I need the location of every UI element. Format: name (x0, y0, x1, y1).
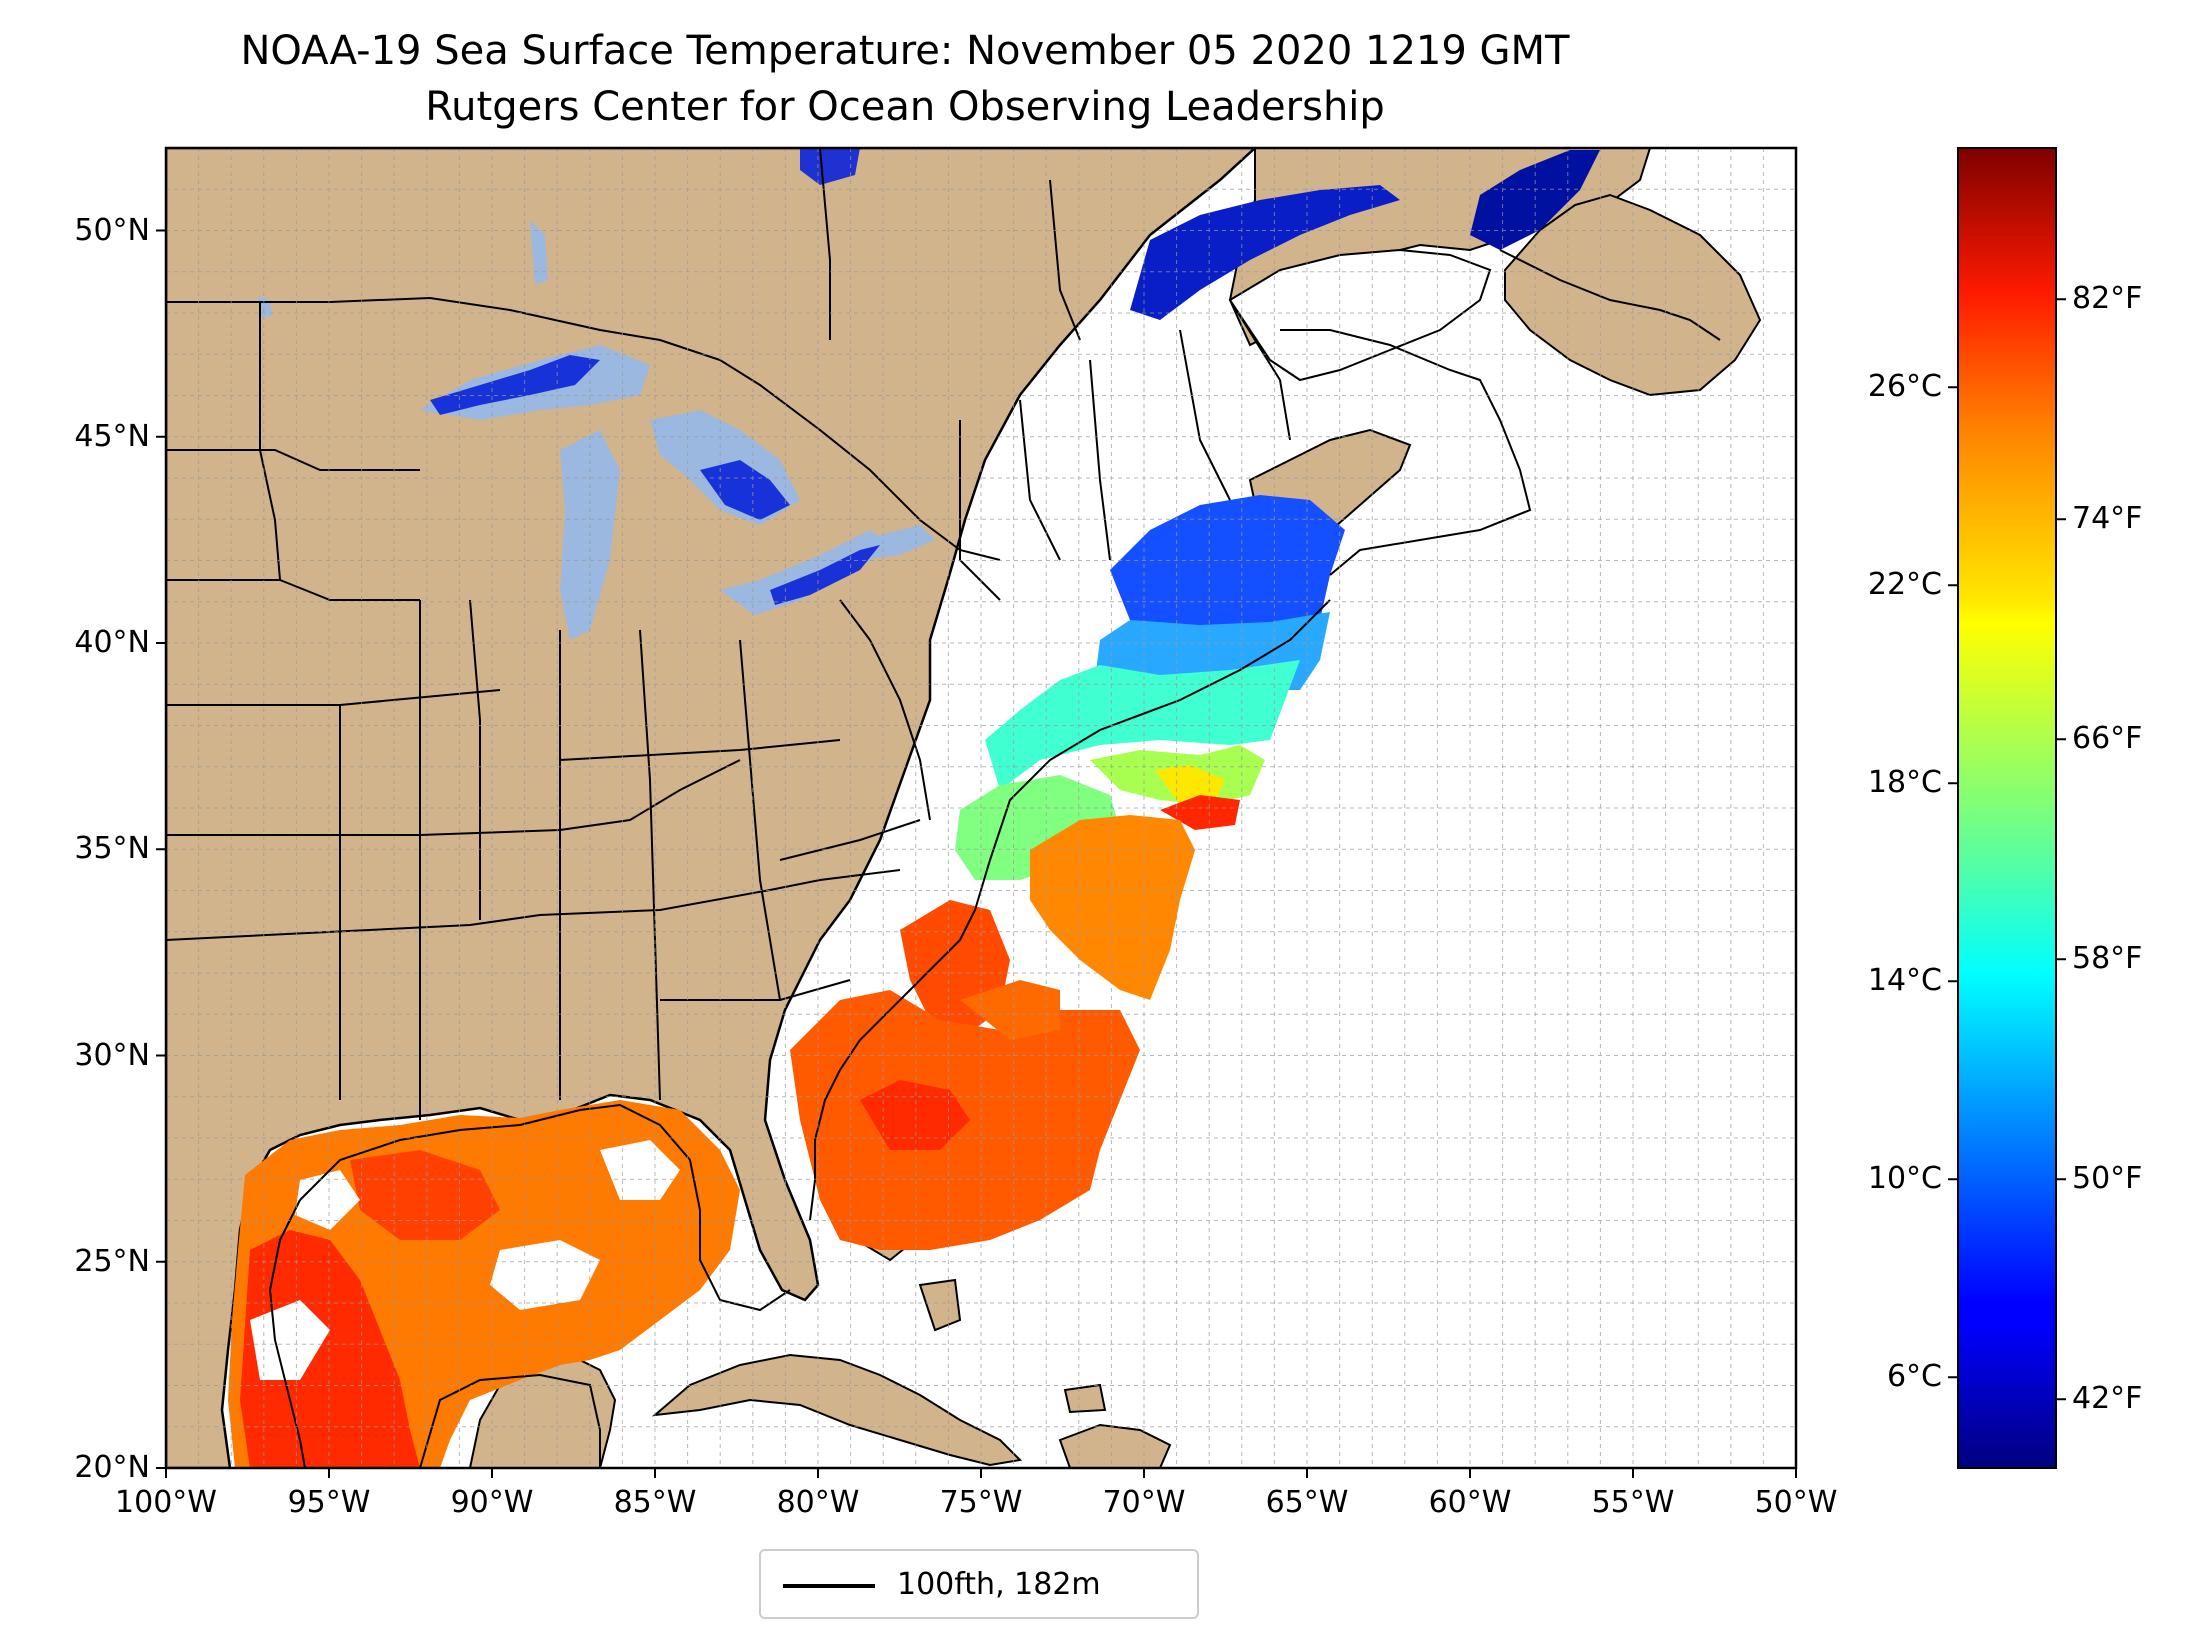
colorbar-f-label: 82°F (2072, 281, 2143, 317)
map-gridlines (166, 148, 1796, 1468)
map-legend: 100fth, 182m (759, 1549, 1199, 1619)
colorbar-c-label: 26°C (1867, 369, 1942, 405)
colorbar-c-label: 14°C (1867, 963, 1942, 999)
lon-tick-label: 55°W (1591, 1485, 1675, 1520)
lon-tick-label: 75°W (939, 1485, 1023, 1520)
lat-tick-label: 40°N (74, 625, 150, 660)
lon-tick-label: 70°W (1102, 1485, 1186, 1520)
lon-tick-label: 90°W (450, 1485, 534, 1520)
map-title: NOAA-19 Sea Surface Temperature: Novembe… (240, 28, 1570, 74)
colorbar (1957, 147, 2057, 1469)
lon-tick-label: 85°W (613, 1485, 697, 1520)
land-hispaniola (1058, 1423, 1172, 1468)
colorbar-f-label: 58°F (2072, 941, 2143, 977)
colorbar-f-label: 42°F (2072, 1381, 2143, 1417)
lon-tick-label: 65°W (1265, 1485, 1349, 1520)
lat-tick-label: 25°N (74, 1243, 150, 1279)
map-subtitle: Rutgers Center for Ocean Observing Leade… (425, 84, 1385, 130)
colorbar-f-label: 66°F (2072, 721, 2143, 757)
legend-line-swatch (783, 1584, 875, 1588)
lon-tick-label: 50°W (1754, 1485, 1838, 1520)
lon-tick-label: 100°W (115, 1485, 217, 1520)
lon-tick-label: 80°W (776, 1485, 860, 1520)
colorbar-c-label: 10°C (1867, 1161, 1942, 1197)
lat-tick-label: 50°N (74, 212, 150, 248)
legend-label: 100fth, 182m (897, 1567, 1101, 1602)
lon-tick-label: 60°W (1428, 1485, 1512, 1520)
colorbar-c-label: 6°C (1886, 1359, 1942, 1395)
colorbar-f-label: 50°F (2072, 1161, 2143, 1197)
colorbar-c-label: 18°C (1867, 765, 1942, 801)
land-cuba (651, 1353, 1023, 1467)
gulf-sst (228, 1100, 740, 1468)
political-borders (166, 148, 1291, 1120)
isobath-100fth (268, 249, 1721, 1468)
lat-tick-label: 35°N (74, 831, 150, 867)
colorbar-c-label: 22°C (1867, 567, 1942, 603)
lon-tick-label: 95°W (287, 1485, 371, 1520)
lat-tick-label: 20°N (74, 1450, 150, 1485)
colorbar-f-label: 74°F (2072, 501, 2143, 537)
lat-tick-label: 30°N (74, 1037, 150, 1073)
lat-tick-label: 45°N (74, 418, 150, 454)
